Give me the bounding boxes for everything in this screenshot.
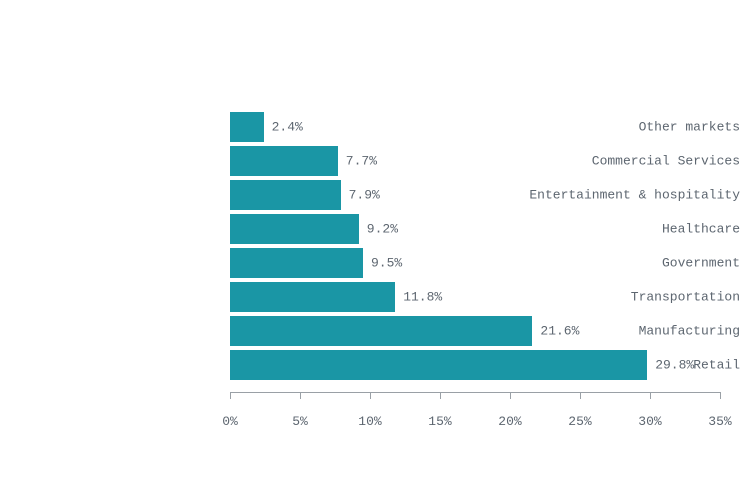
bar [230, 112, 264, 142]
value-label: 9.5% [371, 256, 402, 271]
chart-row: Transportation 11.8% [0, 280, 740, 314]
bar [230, 248, 363, 278]
x-axis-tick-suffix: % [444, 414, 452, 429]
value-label: 9.2% [367, 222, 398, 237]
x-axis-tick-label: 35% [708, 414, 731, 429]
bar [230, 350, 647, 380]
value-label: 29.8% [655, 358, 694, 373]
x-axis-tick-label: 20% [498, 414, 521, 429]
category-label: Entertainment & hospitality [525, 188, 740, 203]
bar [230, 282, 395, 312]
category-label: Commercial Services [525, 154, 740, 169]
category-label: Transportation [525, 290, 740, 305]
bar [230, 146, 338, 176]
bar [230, 316, 532, 346]
x-axis-tick-label: 5% [292, 414, 308, 429]
x-axis-tick-suffix: % [374, 414, 382, 429]
x-axis-tick-label: 30% [638, 414, 661, 429]
bar [230, 180, 341, 210]
x-axis-tick [300, 392, 301, 399]
category-label: Government [525, 256, 740, 271]
category-label: Other markets [525, 120, 740, 135]
x-axis-tick [650, 392, 651, 399]
chart-row: Healthcare 9.2% [0, 212, 740, 246]
chart-row: Entertainment & hospitality 7.9% [0, 178, 740, 212]
value-label: 7.7% [346, 154, 377, 169]
x-axis-tick [580, 392, 581, 399]
x-axis-tick [510, 392, 511, 399]
value-label: 11.8% [403, 290, 442, 305]
x-axis-tick [720, 392, 721, 399]
x-axis-tick-label: 0% [222, 414, 238, 429]
chart-row: Manufacturing21.6% [0, 314, 740, 348]
market-share-bar-chart: Other markets 2.4% Commercial Services 7.7%… [0, 0, 740, 500]
x-axis-tick-suffix: % [300, 414, 308, 429]
x-axis-tick-suffix: % [230, 414, 238, 429]
x-axis-tick [440, 392, 441, 399]
chart-row: Commercial Services 7.7% [0, 144, 740, 178]
x-axis-tick-suffix: % [514, 414, 522, 429]
bar [230, 214, 359, 244]
chart-row: Retail29.8% [0, 348, 740, 382]
value-label: 7.9% [349, 188, 380, 203]
x-axis-tick-suffix: % [654, 414, 662, 429]
x-axis-tick-suffix: % [584, 414, 592, 429]
x-axis-tick-label: 25% [568, 414, 591, 429]
category-label: Healthcare [525, 222, 740, 237]
chart-row: Government 9.5% [0, 246, 740, 280]
x-axis-tick-label: 10% [358, 414, 381, 429]
value-label: 2.4% [272, 120, 303, 135]
value-label: 21.6% [540, 324, 579, 339]
chart-row: Other markets 2.4% [0, 110, 740, 144]
x-axis-line [230, 392, 720, 393]
x-axis-tick-label: 15% [428, 414, 451, 429]
x-axis-tick [370, 392, 371, 399]
x-axis-tick-suffix: % [724, 414, 732, 429]
x-axis-tick [230, 392, 231, 399]
